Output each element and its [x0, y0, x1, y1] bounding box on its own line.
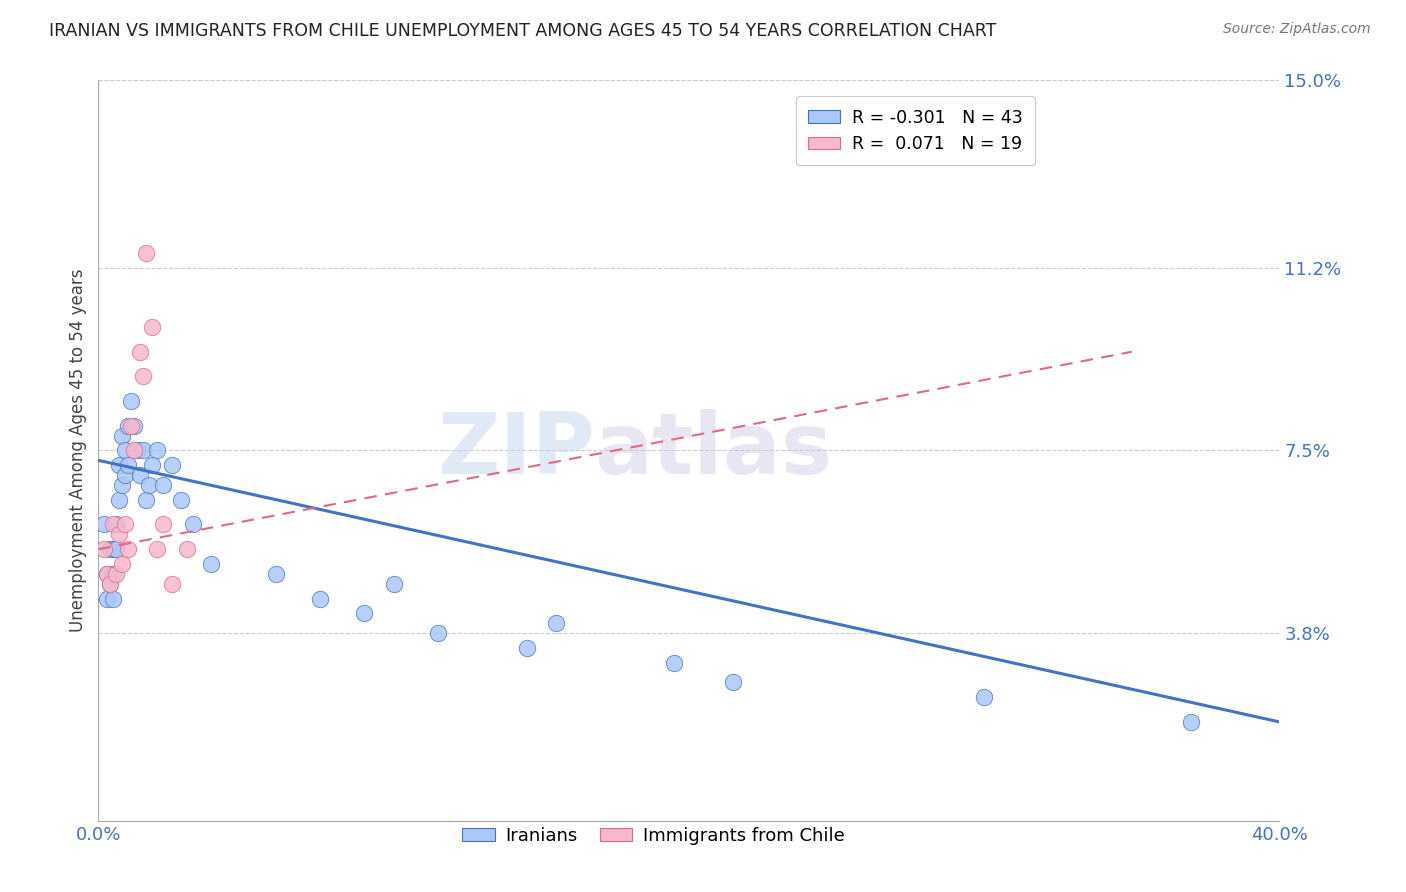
Point — [141, 320, 163, 334]
Point — [146, 443, 169, 458]
Point — [664, 656, 686, 670]
Point — [135, 246, 157, 260]
Point — [98, 542, 121, 557]
Point — [108, 527, 131, 541]
Point — [98, 576, 121, 591]
Point — [546, 616, 568, 631]
Point — [141, 458, 163, 473]
Point — [108, 492, 131, 507]
Point — [120, 418, 142, 433]
Point — [138, 478, 160, 492]
Point — [1180, 714, 1202, 729]
Point — [114, 443, 136, 458]
Point — [117, 458, 139, 473]
Point — [103, 566, 125, 581]
Point — [152, 478, 174, 492]
Point — [111, 428, 134, 442]
Point — [93, 517, 115, 532]
Point — [114, 468, 136, 483]
Point — [103, 591, 125, 606]
Text: IRANIAN VS IMMIGRANTS FROM CHILE UNEMPLOYMENT AMONG AGES 45 TO 54 YEARS CORRELAT: IRANIAN VS IMMIGRANTS FROM CHILE UNEMPLO… — [49, 22, 997, 40]
Point — [170, 492, 193, 507]
Point — [176, 542, 198, 557]
Point — [111, 557, 134, 571]
Text: Source: ZipAtlas.com: Source: ZipAtlas.com — [1223, 22, 1371, 37]
Point — [114, 517, 136, 532]
Point — [105, 566, 128, 581]
Point — [128, 344, 150, 359]
Point — [427, 626, 450, 640]
Point — [96, 566, 118, 581]
Point — [96, 591, 118, 606]
Point — [125, 443, 148, 458]
Point — [382, 576, 405, 591]
Point — [117, 542, 139, 557]
Point — [122, 443, 145, 458]
Point — [309, 591, 332, 606]
Point — [353, 607, 375, 621]
Point — [108, 458, 131, 473]
Point — [973, 690, 995, 705]
Point — [152, 517, 174, 532]
Point — [103, 542, 125, 557]
Point — [146, 542, 169, 557]
Point — [200, 557, 222, 571]
Point — [103, 517, 125, 532]
Text: atlas: atlas — [595, 409, 832, 492]
Point — [105, 542, 128, 557]
Point — [93, 542, 115, 557]
Point — [128, 468, 150, 483]
Point — [132, 369, 155, 384]
Point — [120, 394, 142, 409]
Point — [264, 566, 287, 581]
Point — [122, 418, 145, 433]
Point — [162, 458, 183, 473]
Text: ZIP: ZIP — [437, 409, 595, 492]
Y-axis label: Unemployment Among Ages 45 to 54 years: Unemployment Among Ages 45 to 54 years — [69, 268, 87, 632]
Point — [162, 576, 183, 591]
Point — [98, 576, 121, 591]
Point — [516, 640, 538, 655]
Point — [181, 517, 204, 532]
Point — [111, 478, 134, 492]
Point — [105, 517, 128, 532]
Point — [117, 418, 139, 433]
Point — [723, 675, 745, 690]
Point — [96, 566, 118, 581]
Point — [132, 443, 155, 458]
Legend: Iranians, Immigrants from Chile: Iranians, Immigrants from Chile — [456, 820, 852, 853]
Point — [135, 492, 157, 507]
